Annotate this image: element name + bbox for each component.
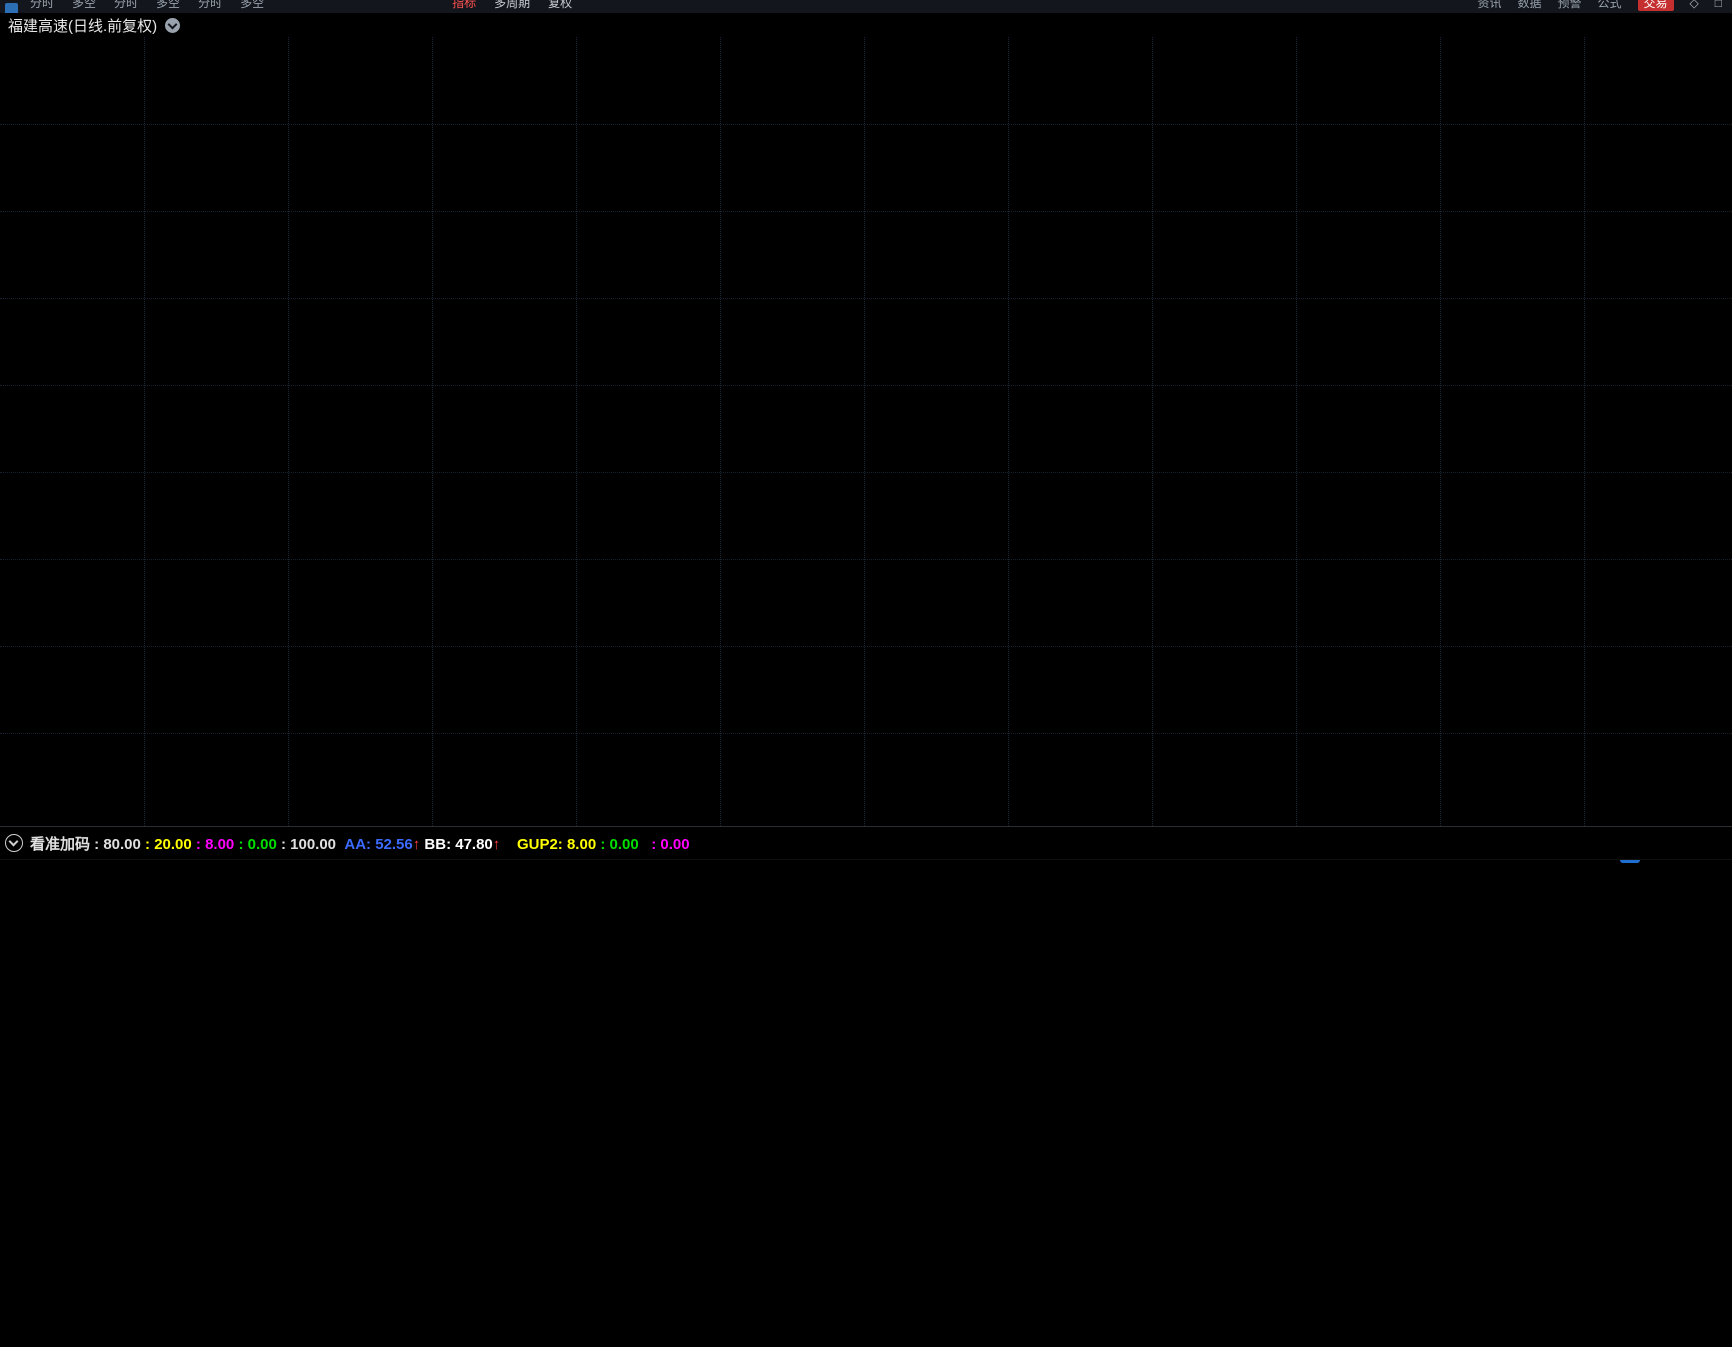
grid-line-horizontal [0, 385, 1732, 386]
main-candlestick-chart[interactable] [0, 37, 1732, 826]
grid-line-vertical [432, 37, 433, 826]
grid-line-vertical [1296, 37, 1297, 826]
grid-line-vertical [576, 37, 577, 826]
menu-item[interactable]: 公式 [1597, 0, 1622, 10]
indicator-param: AA: 52.56 [336, 835, 413, 853]
menu-item[interactable]: 多空 [156, 0, 181, 10]
menu-item[interactable]: 预警 [1557, 0, 1582, 10]
menu-item[interactable]: 分时 [30, 0, 55, 10]
indicator-param: ↑ [412, 835, 421, 853]
trade-button[interactable]: 交易 [1637, 0, 1674, 11]
indicator-param: : 0.00 [596, 835, 639, 853]
menu-item[interactable]: 多空 [72, 0, 97, 10]
window-icon[interactable]: ◇ [1689, 0, 1699, 10]
grid-line-vertical [864, 37, 865, 826]
grid-line-vertical [1440, 37, 1441, 826]
menu-item[interactable]: 资讯 [1477, 0, 1502, 10]
grid-line-vertical [1152, 37, 1153, 826]
grid-line-horizontal [0, 646, 1732, 647]
menu-item[interactable]: 分时 [114, 0, 139, 10]
indicator-param: ↑ [492, 835, 501, 853]
app-icon[interactable] [5, 3, 18, 13]
indicator-param: : 0.00 [234, 835, 277, 853]
grid-line-horizontal [0, 472, 1732, 473]
indicator-param: : 100.00 [276, 835, 337, 853]
indicator-header: 看准加码 : 80.00 : 20.00 : 8.00 : 0.00 : 100… [0, 826, 1732, 860]
collapse-icon[interactable] [5, 834, 23, 852]
indicator-param: BB: 47.80 [420, 835, 493, 853]
top-menubar: 分时 多空 分时 多空 分时 多空 指标 多周期 复权 资讯 数据 预警 公式 交易 ◇ □ [0, 0, 1732, 14]
indicator-panel[interactable] [0, 858, 1732, 1347]
grid-line-vertical [288, 37, 289, 826]
grid-line-vertical [720, 37, 721, 826]
menu-right-group: 资讯 数据 预警 公式 交易 ◇ □ [1477, 0, 1732, 11]
menu-item[interactable]: 多周期 [494, 0, 531, 10]
window-icon[interactable]: □ [1714, 0, 1722, 10]
menu-item[interactable]: 数据 [1517, 0, 1542, 10]
indicator-param: : 20.00 [140, 835, 192, 853]
indicator-param: 看准加码 : 80.00 [30, 835, 141, 853]
grid-line-horizontal [0, 559, 1732, 560]
menu-item[interactable]: 指标 [452, 0, 477, 10]
menu-item[interactable]: 复权 [548, 0, 573, 10]
menu-item[interactable]: 多空 [240, 0, 265, 10]
grid-line-vertical [1008, 37, 1009, 826]
indicator-params: 看准加码 : 80.00 : 20.00 : 8.00 : 0.00 : 100… [30, 833, 690, 854]
grid-line-horizontal [0, 211, 1732, 212]
menu-row: 分时 多空 分时 多空 分时 多空 指标 多周期 复权 资讯 数据 预警 公式 交易 ◇ □ [0, 0, 1732, 11]
grid-line-horizontal [0, 124, 1732, 125]
grid-line-horizontal [0, 733, 1732, 734]
grid-line-vertical [1584, 37, 1585, 826]
chart-title: 福建高速(日线.前复权) [8, 17, 158, 35]
indicator-param: : 8.00 [191, 835, 235, 853]
grid-line-horizontal [0, 298, 1732, 299]
indicator-param: GUP2: 8.00 [500, 835, 597, 853]
indicator-param: : 0.00 [638, 835, 690, 853]
menu-item[interactable]: 分时 [198, 0, 223, 10]
grid-line-vertical [144, 37, 145, 826]
chevron-down-icon[interactable] [165, 17, 181, 33]
titlebar: 福建高速(日线.前复权) [0, 13, 1732, 37]
